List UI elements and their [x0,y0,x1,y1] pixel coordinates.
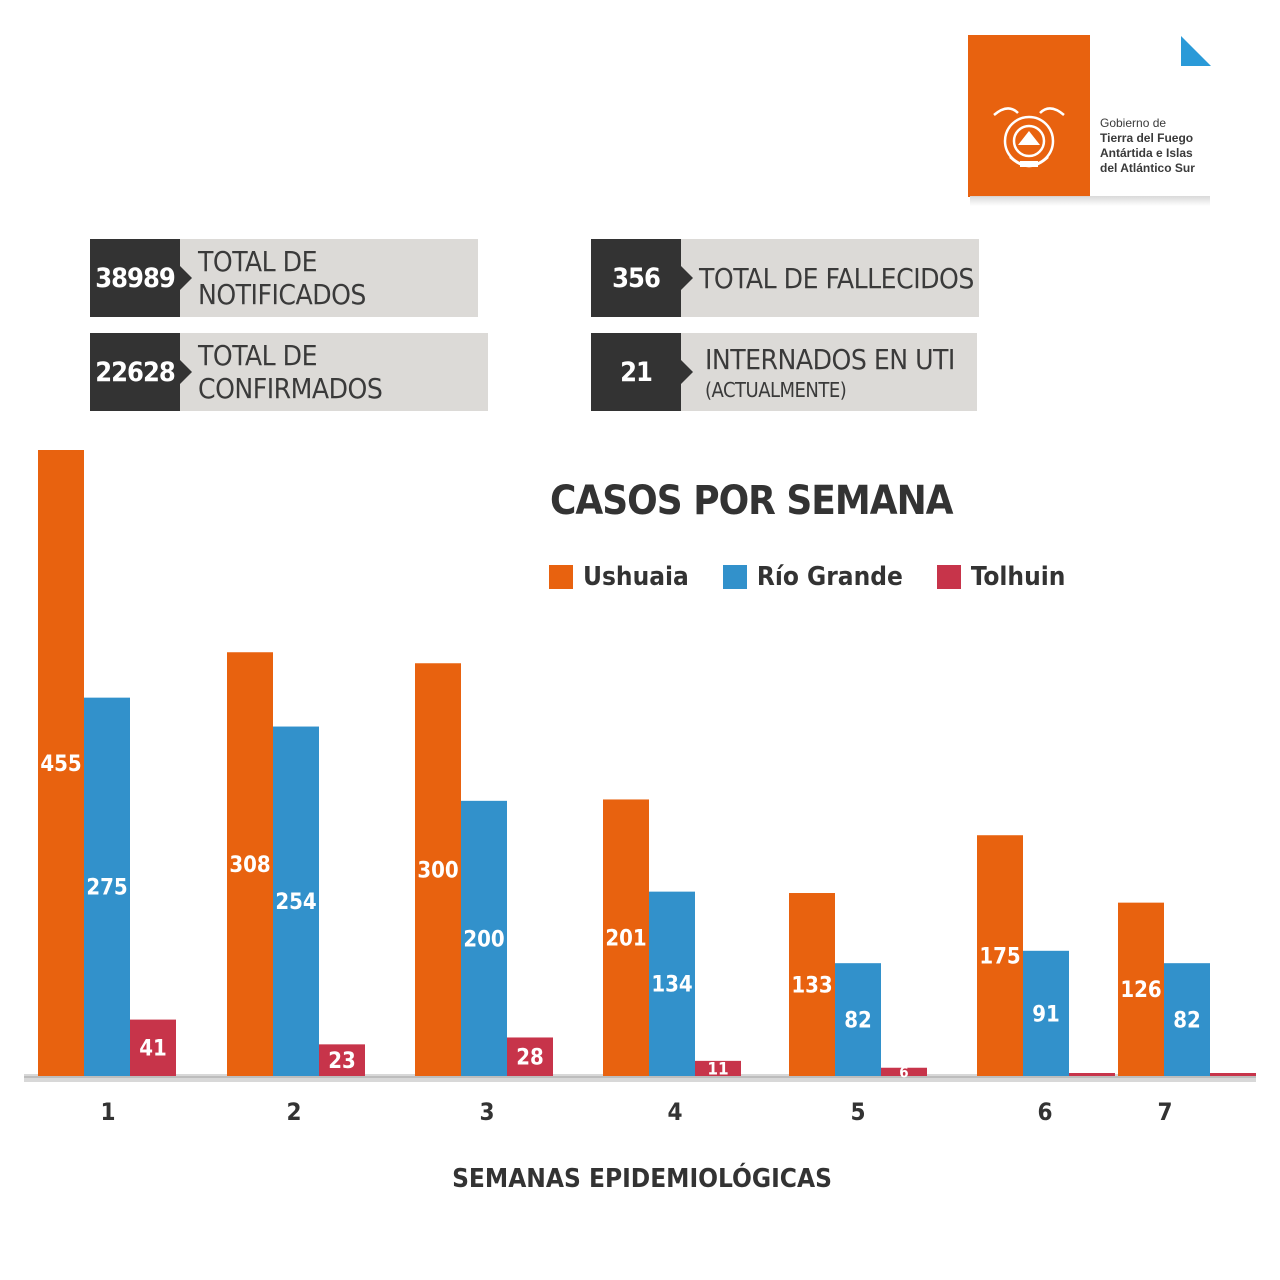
data-label-r-o-grande-week-1: 275 [86,876,127,901]
data-label-ushuaia-week-6: 175 [979,945,1020,970]
bar-tolhuin-week-2 [319,1044,365,1076]
data-label-r-o-grande-week-6: 91 [1032,1002,1060,1027]
bar-r-o-grande-week-6 [1023,950,1069,1076]
bar-tolhuin-week-5 [881,1067,927,1076]
data-label-ushuaia-week-2: 308 [229,853,270,878]
bar-ushuaia-week-2 [227,652,273,1076]
legend-label-ushuaia: Ushuaia [583,562,689,592]
logo-text: Gobierno de Tierra del Fuego Antártida e… [1100,116,1195,176]
data-label-r-o-grande-week-2: 254 [275,890,316,915]
data-label-ushuaia-week-4: 201 [605,927,646,952]
bar-ushuaia-week-6 [977,835,1023,1076]
data-label-ushuaia-week-7: 126 [1120,978,1161,1003]
legend-item-rio-grande: Río Grande [722,562,903,592]
stat-uti-text: INTERNADOS EN UTI [705,342,955,376]
bar-tolhuin-week-3 [507,1037,553,1076]
stat-fallecidos-label: TOTAL DE FALLECIDOS [681,239,979,317]
bar-tolhuin-week-6 [1069,1073,1115,1076]
x-tick-label-2: 2 [286,1098,301,1126]
bar-r-o-grande-week-5 [835,963,881,1076]
x-tick-label-1: 1 [100,1098,115,1126]
legend-label-tolhuin: Tolhuin [970,562,1066,592]
legend-swatch-ushuaia [549,565,573,589]
bar-r-o-grande-week-7 [1164,963,1210,1076]
chart-title: CASOS POR SEMANA [550,478,954,524]
stat-uti-label: INTERNADOS EN UTI (ACTUALMENTE) [681,333,977,411]
bar-ushuaia-week-3 [415,663,461,1076]
chart-legend: Ushuaia Río Grande Tolhuin [549,562,1099,592]
bar-r-o-grande-week-1 [84,697,130,1076]
logo-line3: Antártida e Islas [1100,146,1193,160]
data-label-tolhuin-week-3: 28 [516,1046,544,1071]
bar-ushuaia-week-5 [789,893,835,1076]
legend-item-ushuaia: Ushuaia [549,562,689,592]
stat-confirmados-text: TOTAL DE CONFIRMADOS [198,339,383,405]
bar-r-o-grande-week-2 [273,726,319,1076]
bar-tolhuin-week-7 [1210,1073,1256,1076]
bar-ushuaia-week-1 [38,450,84,1076]
data-label-tolhuin-week-1: 41 [139,1037,167,1062]
legend-item-tolhuin: Tolhuin [936,562,1066,592]
x-tick-label-3: 3 [479,1098,494,1126]
stat-confirmados: 22628 TOTAL DE CONFIRMADOS [90,333,488,411]
x-tick-label-5: 5 [850,1098,865,1126]
logo-line1: Gobierno de [1100,116,1167,130]
bar-tolhuin-week-4 [695,1060,741,1076]
bar-tolhuin-week-1 [130,1019,176,1076]
bar-ushuaia-week-4 [603,799,649,1076]
stat-confirmados-value: 22628 [90,333,192,411]
government-logo [968,35,1090,197]
bar-r-o-grande-week-4 [649,891,695,1076]
x-tick-label-7: 7 [1157,1098,1172,1126]
logo-line2: Tierra del Fuego [1100,131,1194,145]
stat-fallecidos-value: 356 [591,239,693,317]
x-tick-label-6: 6 [1037,1098,1052,1126]
data-label-r-o-grande-week-7: 82 [1173,1009,1201,1034]
crest-icon [993,107,1065,168]
data-label-ushuaia-week-1: 455 [40,752,81,777]
stat-confirmados-label: TOTAL DE CONFIRMADOS [180,333,488,411]
data-label-tolhuin-week-2: 23 [328,1049,356,1074]
bar-r-o-grande-week-3 [461,800,507,1076]
bar-ushuaia-week-7 [1118,902,1164,1076]
data-label-ushuaia-week-3: 300 [417,859,458,884]
data-label-r-o-grande-week-4: 134 [651,973,692,998]
x-tick-label-4: 4 [667,1098,682,1126]
stat-notificados-label: TOTAL DE NOTIFICADOS [180,239,478,317]
stat-notificados-text: TOTAL DE NOTIFICADOS [198,245,366,311]
stat-notificados: 38989 TOTAL DE NOTIFICADOS [90,239,478,317]
legend-swatch-rio-grande [722,565,747,589]
legend-label-rio-grande: Río Grande [756,562,903,592]
logo-shadow [970,196,1210,206]
logo-line4: del Atlántico Sur [1100,161,1195,175]
data-label-r-o-grande-week-5: 82 [844,1009,872,1034]
data-label-tolhuin-week-4: 11 [707,1060,728,1080]
stat-fallecidos: 356 TOTAL DE FALLECIDOS [591,239,979,317]
data-label-tolhuin-week-5: 6 [899,1063,908,1081]
x-axis-title: SEMANAS EPIDEMIOLÓGICAS [452,1164,832,1194]
corner-triangle-icon [1181,36,1211,66]
stat-notificados-value: 38989 [90,239,192,317]
data-label-r-o-grande-week-3: 200 [463,927,504,952]
data-label-ushuaia-week-5: 133 [791,973,832,998]
stat-uti-value: 21 [591,333,693,411]
stat-uti-sublabel: (ACTUALMENTE) [705,377,847,402]
stat-fallecidos-text: TOTAL DE FALLECIDOS [699,261,974,295]
legend-swatch-tolhuin [936,565,961,589]
stat-uti: 21 INTERNADOS EN UTI (ACTUALMENTE) [591,333,977,411]
